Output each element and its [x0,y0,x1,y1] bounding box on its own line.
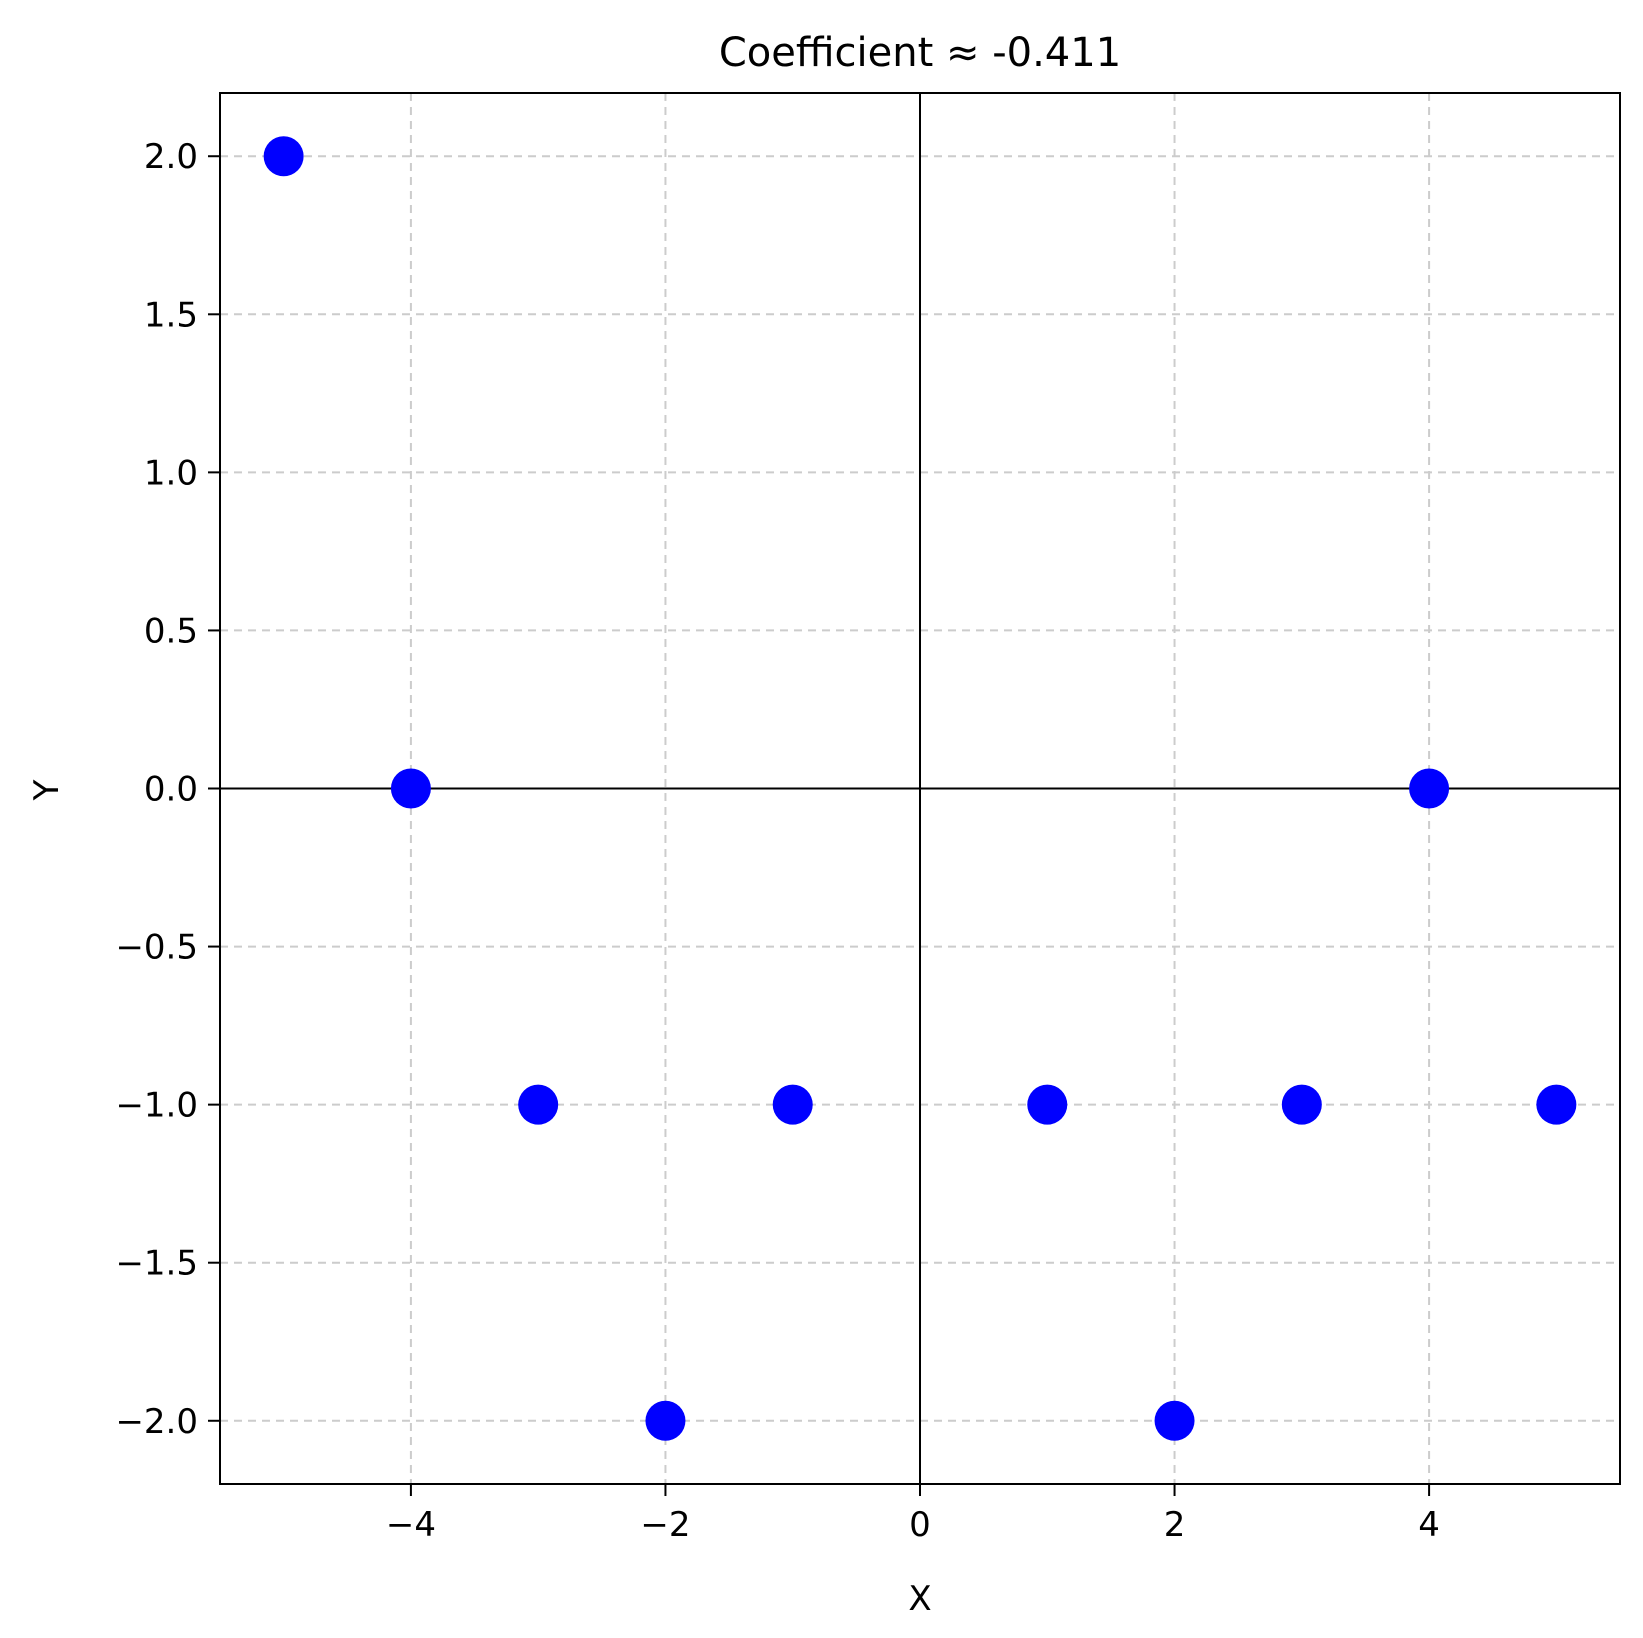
y-tick-label: 0.5 [144,611,198,651]
data-point [1027,1084,1068,1125]
zero-lines [220,93,1620,1484]
y-tick-label: 2.0 [144,137,198,177]
y-tick-label: −1.0 [115,1086,198,1126]
axis-ticks: −4 −2 0 2 4 2.0 1.5 1.0 0.5 0.0 −0.5 −1.0 −1.5 −2.0 [115,137,1439,1545]
x-axis-label: X [908,1579,931,1619]
data-point [263,136,304,177]
y-axis-label: Y [27,779,67,801]
y-tick-label: 0.0 [144,770,198,810]
x-tick-label: 2 [1164,1505,1186,1545]
data-point [1281,1084,1322,1125]
chart-title: Coefficient ≈ -0.411 [719,30,1121,76]
data-point [390,768,431,809]
data-point [1409,768,1450,809]
y-tick-label: −0.5 [115,928,198,968]
data-points [263,136,1577,1441]
data-point [772,1084,813,1125]
data-point [1536,1084,1577,1125]
x-tick-label: 4 [1418,1505,1440,1545]
y-tick-label: 1.5 [144,295,198,335]
x-tick-label: −4 [386,1505,436,1545]
x-tick-label: −2 [640,1505,690,1545]
x-tick-label: 0 [909,1505,931,1545]
data-point [1154,1400,1195,1441]
data-point [645,1400,686,1441]
y-tick-label: 1.0 [144,453,198,493]
y-tick-label: −1.5 [115,1244,198,1284]
data-point [518,1084,559,1125]
y-tick-label: −2.0 [115,1402,198,1442]
